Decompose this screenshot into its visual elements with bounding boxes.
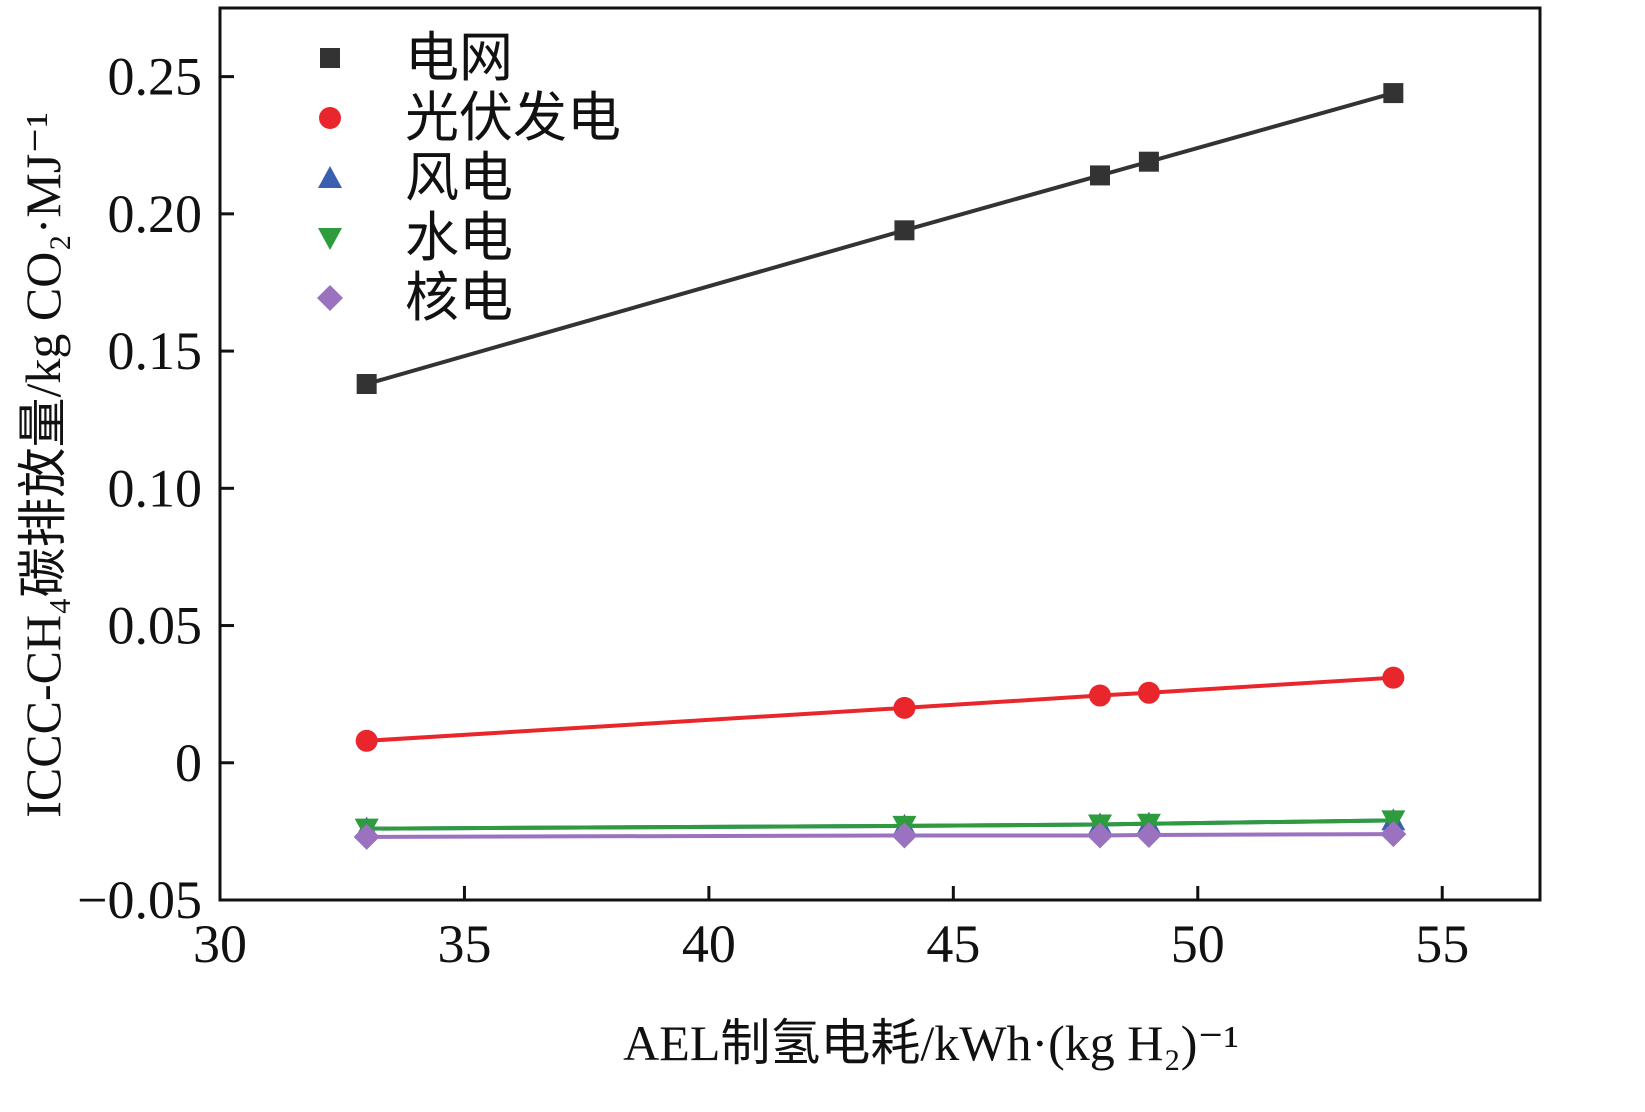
- y-tick-label: −0.05: [77, 870, 202, 930]
- y-tick-label: 0.05: [108, 596, 203, 656]
- y-tick-label: 0: [175, 733, 202, 793]
- legend-label: 核电: [405, 268, 513, 328]
- y-tick-label: 0.15: [108, 321, 203, 381]
- data-point: [1382, 666, 1405, 689]
- plot-area-frame: [218, 6, 1542, 902]
- data-point: [1380, 821, 1407, 848]
- legend-label: 风电: [405, 148, 513, 208]
- x-axis-label: AEL制氢电耗/kWh·(kg H₂)⁻¹: [623, 1015, 1239, 1071]
- series-line: [366, 818, 1394, 831]
- data-point: [1087, 822, 1113, 849]
- data-point: [1138, 151, 1159, 172]
- y-tick-label: 0.20: [108, 184, 203, 244]
- data-point: [1135, 821, 1162, 848]
- legend-label: 水电: [405, 208, 513, 268]
- x-tick-label: 30: [193, 914, 247, 974]
- data-point: [1137, 681, 1160, 704]
- data-point: [894, 220, 915, 241]
- data-point: [1090, 165, 1110, 186]
- series-line: [366, 675, 1394, 743]
- data-point: [893, 696, 916, 719]
- legend-marker: [317, 285, 343, 311]
- x-tick-label: 35: [437, 914, 491, 974]
- legend-marker: [318, 166, 342, 188]
- x-tick-label: 40: [682, 914, 736, 974]
- series-2: [355, 666, 1405, 752]
- series-1: [356, 83, 1404, 395]
- data-point: [355, 729, 378, 752]
- legend-marker: [320, 48, 340, 68]
- legend-label: 电网: [405, 28, 513, 88]
- legend-marker: [318, 228, 342, 250]
- data-point: [353, 823, 380, 850]
- data-point: [1089, 684, 1111, 707]
- data-point: [891, 822, 918, 849]
- y-tick-label: 0.10: [108, 458, 203, 518]
- legend-label: 光伏发电: [405, 88, 621, 148]
- y-tick-label: 0.25: [108, 47, 203, 107]
- legend-marker: [319, 107, 341, 129]
- data-point: [356, 374, 377, 395]
- series-5: [353, 821, 1407, 850]
- x-tick-label: 55: [1415, 914, 1469, 974]
- series-line: [366, 832, 1394, 839]
- x-tick-label: 50: [1171, 914, 1225, 974]
- y-axis-label: ICCC-CH₄碳排放量/kg CO₂·MJ⁻¹: [15, 112, 71, 817]
- x-tick-label: 45: [926, 914, 980, 974]
- data-point: [1383, 83, 1404, 104]
